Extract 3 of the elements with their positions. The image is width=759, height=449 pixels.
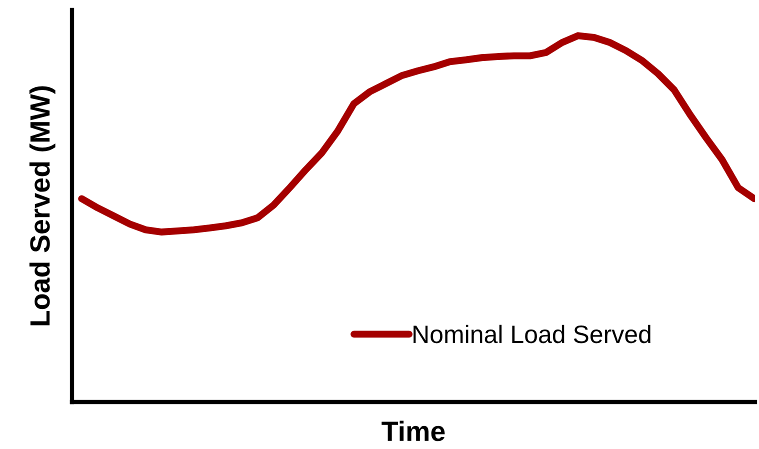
legend-label: Nominal Load Served	[414, 324, 650, 344]
y-axis-title: Load Served (MW)	[29, 86, 56, 326]
x-axis-title: Time	[382, 420, 445, 442]
